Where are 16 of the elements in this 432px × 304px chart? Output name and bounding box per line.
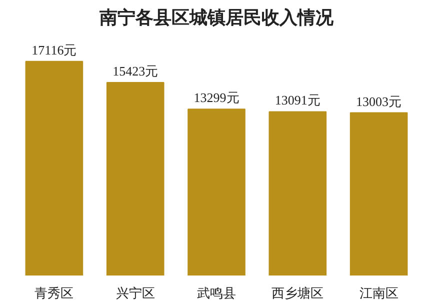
bar bbox=[188, 108, 246, 276]
bar bbox=[106, 82, 164, 276]
data-label: 13091元 bbox=[274, 92, 320, 108]
data-label: 17116元 bbox=[32, 42, 77, 58]
x-tick-label: 青秀区 bbox=[34, 286, 74, 302]
chart-title: 南宁各县区城镇居民收入情况 bbox=[98, 8, 334, 28]
x-tick-label: 兴宁区 bbox=[116, 286, 155, 302]
x-tick-label: 武鸣县 bbox=[197, 286, 236, 302]
data-label: 13003元 bbox=[356, 94, 402, 109]
bar bbox=[350, 112, 408, 276]
bar bbox=[25, 60, 84, 276]
x-tick-label: 江南区 bbox=[359, 286, 398, 302]
x-tick-label: 西乡塘区 bbox=[272, 286, 324, 302]
data-label: 15423元 bbox=[112, 64, 158, 79]
bar bbox=[268, 111, 327, 276]
data-label: 13299元 bbox=[194, 90, 240, 106]
